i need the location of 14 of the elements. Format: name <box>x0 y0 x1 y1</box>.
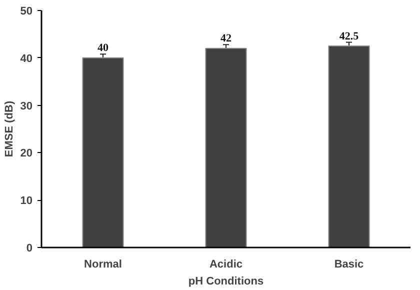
y-tick-label: 0 <box>26 242 33 254</box>
y-axis-title: EMSE (dB) <box>3 100 16 158</box>
x-tick-label: Acidic <box>209 258 243 270</box>
data-label: 42 <box>220 32 232 45</box>
y-tick-label: 10 <box>20 195 33 208</box>
data-label: 40 <box>98 42 109 54</box>
x-axis-title: pH Conditions <box>188 276 264 288</box>
y-tick-label: 20 <box>20 148 33 160</box>
x-tick-label: Basic <box>334 258 364 270</box>
y-tick-label: 40 <box>20 52 33 65</box>
y-tick-label: 30 <box>20 100 33 112</box>
data-label: 42.5 <box>339 30 360 42</box>
x-tick-label: Normal <box>84 258 122 270</box>
y-tick-label: 50 <box>20 6 33 18</box>
